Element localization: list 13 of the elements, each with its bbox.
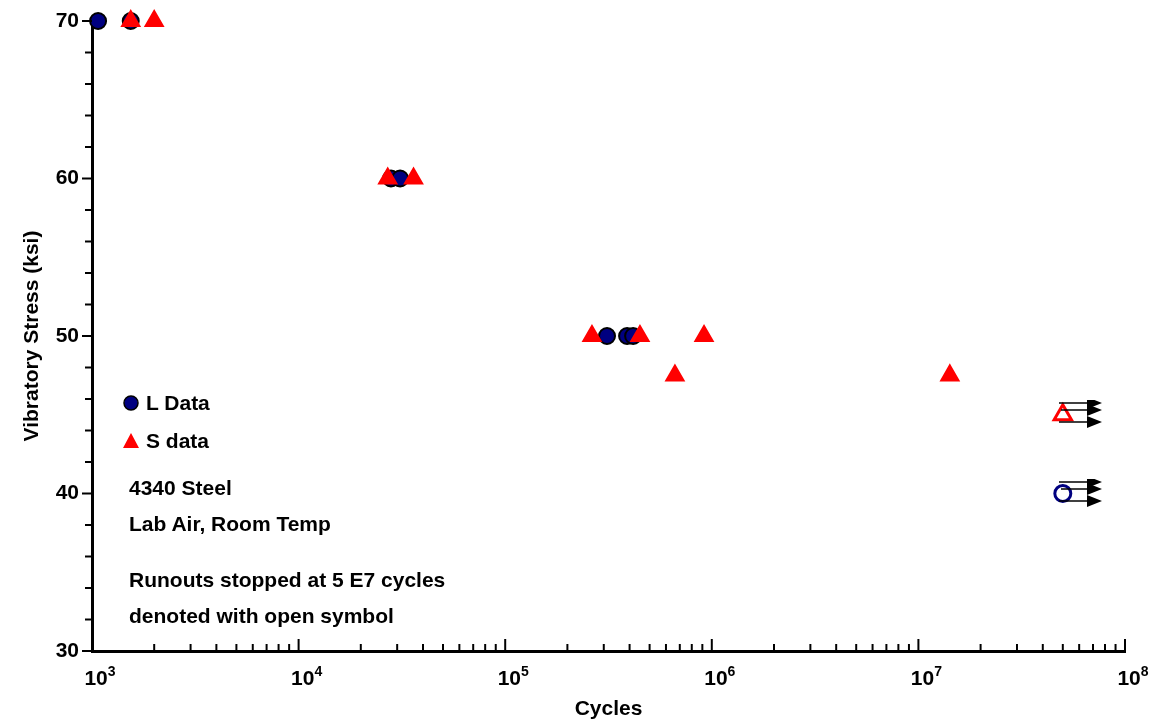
annotation: 4340 Steel xyxy=(129,476,232,499)
x-axis-title: Cycles xyxy=(574,696,643,719)
annotation: Lab Air, Room Temp xyxy=(129,512,331,535)
y-tick-label: 30 xyxy=(55,637,79,661)
y-tick-label: 60 xyxy=(55,165,79,189)
y-tick-label: 50 xyxy=(55,322,79,346)
annotation: Runouts stopped at 5 E7 cycles xyxy=(129,568,446,591)
y-tick-label: 40 xyxy=(55,480,79,504)
legend-label: S data xyxy=(146,429,210,453)
legend-label: L Data xyxy=(146,391,210,415)
y-axis-title: Vibratory Stress (ksi) xyxy=(18,230,42,442)
y-tick-label: 70 xyxy=(55,7,79,31)
annotation: denoted with open symbol xyxy=(129,604,394,627)
